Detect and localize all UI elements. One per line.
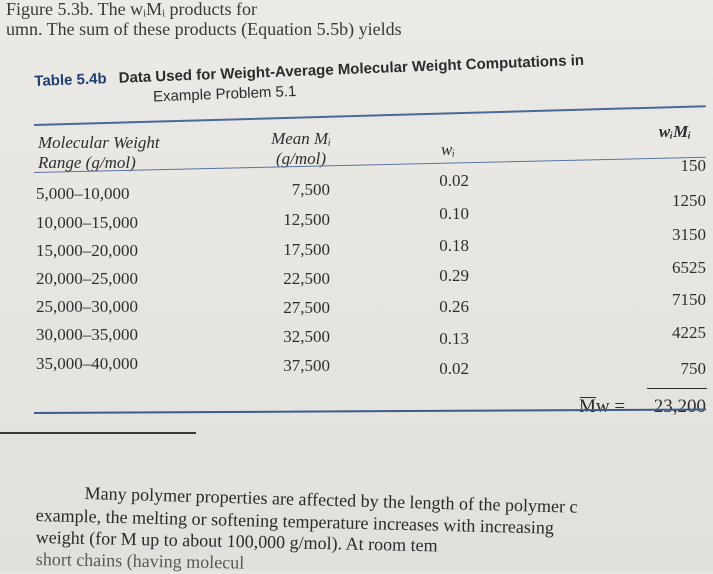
- table-cell-wm: 750: [680, 359, 707, 378]
- table-cell-range: 20,000–25,000: [36, 269, 138, 288]
- table-top-rule: [34, 105, 706, 126]
- table-cell-mean: 32,500: [283, 327, 330, 346]
- table-cell-mean: 17,500: [283, 240, 330, 259]
- table-cell-range: 30,000–35,000: [36, 325, 138, 344]
- table-cell-mean: 12,500: [283, 210, 330, 229]
- body-line-4: short chains (having molecul: [35, 548, 245, 573]
- table-cell-w: 0.18: [439, 236, 469, 255]
- sum-label: Mw =: [579, 396, 626, 417]
- table-cell-w: 0.26: [439, 297, 469, 316]
- sum-value: 23,200: [653, 396, 706, 417]
- table-cell-w: 0.29: [439, 266, 469, 285]
- table-cell-wm: 3150: [672, 225, 706, 244]
- table-cell-wm: 4225: [672, 323, 706, 342]
- table-cell-w: 0.13: [439, 329, 469, 348]
- weight-average-label: Mw =: [579, 396, 625, 418]
- table-cell-wm: 7150: [672, 290, 706, 309]
- table-cell-mean: 22,500: [283, 269, 330, 288]
- table-cell-range: 25,000–30,000: [36, 297, 138, 316]
- table-label: Table 5.4b: [34, 70, 107, 90]
- table-cell-w: 0.10: [439, 204, 469, 223]
- header-molecular-weight-range: Molecular Weight Range (g/mol): [38, 133, 188, 173]
- header-wi-mi: wᵢMᵢ: [658, 122, 692, 141]
- table-cell-range: 5,000–10,000: [36, 184, 130, 203]
- header-col2-line2: (g/mol): [275, 149, 327, 168]
- table-cell-w: 0.02: [439, 359, 469, 378]
- header-wi: wᵢ: [440, 140, 456, 159]
- table-title: Data Used for Weight-Average Molecular W…: [118, 51, 585, 87]
- table-cell-range: 35,000–40,000: [36, 354, 138, 373]
- table-cell-mean: 7,500: [291, 180, 330, 199]
- header-col1-line1: Molecular Weight: [38, 133, 160, 152]
- table-caption: Table 5.4b Data Used for Weight-Average …: [34, 46, 713, 106]
- header-col1-line2: Range (g/mol): [38, 153, 136, 172]
- intro-line-2: umn. The sum of these products (Equation…: [6, 19, 402, 39]
- table-cell-wm: 1250: [672, 191, 706, 210]
- table-cell-wm: 150: [680, 156, 707, 175]
- intro-line-1: Figure 5.3b. The wᵢMᵢ products for: [6, 0, 258, 19]
- table-cell-range: 15,000–20,000: [36, 241, 138, 260]
- sum-rule: [647, 388, 707, 389]
- header-col2-line1: Mean Mᵢ: [271, 129, 331, 148]
- table-cell-mean: 27,500: [283, 298, 330, 317]
- footer-rule: [0, 432, 196, 434]
- table-cell-range: 10,000–15,000: [36, 213, 138, 232]
- header-mean-mi: Mean Mᵢ (g/mol): [256, 129, 346, 169]
- table-subtitle: Example Problem 5.1: [152, 82, 297, 106]
- table-cell-w: 0.02: [439, 171, 469, 190]
- table-cell-mean: 37,500: [283, 356, 330, 375]
- table-cell-wm: 6525: [672, 258, 706, 277]
- overbar: [580, 397, 596, 398]
